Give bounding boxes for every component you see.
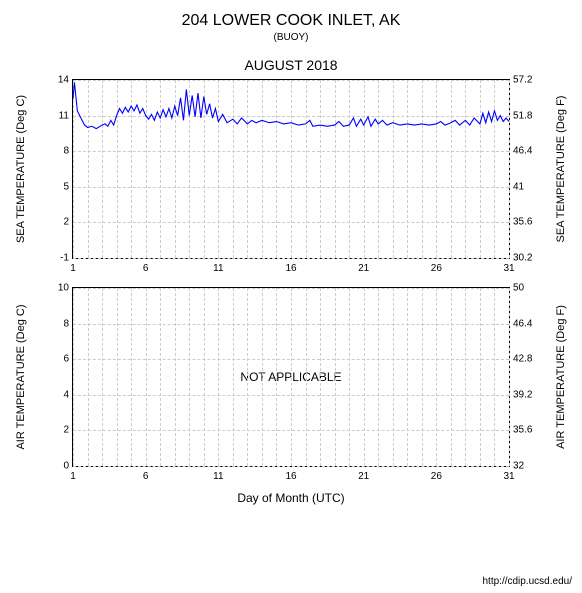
x-tick: 31 [503,263,514,274]
gridline-v [73,288,74,466]
x-tick: 26 [431,471,442,482]
sea-temp-yl-label: SEA TEMPERATURE (Deg C) [15,95,27,243]
yr-tick: 50 [513,283,539,294]
gridline-v [204,288,205,466]
gridline-v [146,288,147,466]
gridline-v [291,288,292,466]
yl-tick: 6 [49,354,69,365]
gridline-v [102,288,103,466]
credit-text: http://cdip.ucsd.edu/ [482,576,572,587]
yl-tick: 11 [49,110,69,121]
gridline-v [509,288,510,466]
gridline-v [247,288,248,466]
x-tick: 11 [213,471,223,482]
sea-temp-yr-label: SEA TEMPERATURE (Deg F) [555,96,567,243]
x-tick: 11 [213,263,223,274]
yl-tick: 8 [49,146,69,157]
yl-tick: 14 [49,75,69,86]
gridline-v [509,80,510,258]
gridline-v [262,288,263,466]
x-tick: 6 [143,263,149,274]
gridline-h [73,258,509,259]
x-tick: 31 [503,471,514,482]
gridline-v [465,288,466,466]
yl-tick: 0 [49,461,69,472]
gridline-v [393,288,394,466]
gridline-v [349,288,350,466]
yr-tick: 32 [513,461,539,472]
gridline-v [189,288,190,466]
yr-tick: 35.6 [513,217,539,228]
yl-tick: 4 [49,389,69,400]
sea-temp-chart: SEA TEMPERATURE (Deg C) SEA TEMPERATURE … [72,79,510,259]
yr-tick: 41 [513,181,539,192]
gridline-v [131,288,132,466]
x-tick: 26 [431,263,442,274]
gridline-v [335,288,336,466]
gridline-v [117,288,118,466]
gridline-v [88,288,89,466]
gridline-v [451,288,452,466]
yr-tick: 46.4 [513,318,539,329]
gridline-h [73,359,509,360]
gridline-h [73,324,509,325]
yr-tick: 30.2 [513,253,539,264]
yr-tick: 39.2 [513,389,539,400]
yr-tick: 57.2 [513,75,539,86]
gridline-h [73,430,509,431]
yr-tick: 35.6 [513,425,539,436]
air-temp-yl-label: AIR TEMPERATURE (Deg C) [15,304,27,449]
x-tick: 16 [285,471,296,482]
x-axis-label: Day of Month (UTC) [0,491,582,505]
gridline-v [422,288,423,466]
yl-tick: -1 [49,253,69,264]
gridline-h [73,395,509,396]
yl-tick: 8 [49,318,69,329]
x-tick: 1 [70,263,76,274]
gridline-v [218,288,219,466]
gridline-v [276,288,277,466]
x-tick: 16 [285,263,296,274]
yl-tick: 2 [49,425,69,436]
yl-tick: 2 [49,217,69,228]
gridline-v [175,288,176,466]
gridline-v [378,288,379,466]
gridline-h [73,466,509,467]
gridline-v [494,288,495,466]
gridline-v [306,288,307,466]
yr-tick: 51.8 [513,110,539,121]
x-tick: 21 [358,263,369,274]
x-tick: 21 [358,471,369,482]
air-temp-chart: AIR TEMPERATURE (Deg C) AIR TEMPERATURE … [72,287,510,467]
yl-tick: 10 [49,283,69,294]
gridline-v [407,288,408,466]
month-title: AUGUST 2018 [0,57,582,73]
gridline-v [320,288,321,466]
page-subtitle: (BUOY) [0,32,582,43]
page-title: 204 LOWER COOK INLET, AK [0,12,582,30]
air-temp-yr-label: AIR TEMPERATURE (Deg F) [555,305,567,449]
gridline-v [160,288,161,466]
series-line [73,80,509,258]
gridline-v [436,288,437,466]
yr-tick: 46.4 [513,146,539,157]
gridline-v [364,288,365,466]
yl-tick: 5 [49,181,69,192]
x-tick: 6 [143,471,149,482]
gridline-h [73,288,509,289]
gridline-v [233,288,234,466]
x-tick: 1 [70,471,76,482]
yr-tick: 42.8 [513,354,539,365]
gridline-v [480,288,481,466]
